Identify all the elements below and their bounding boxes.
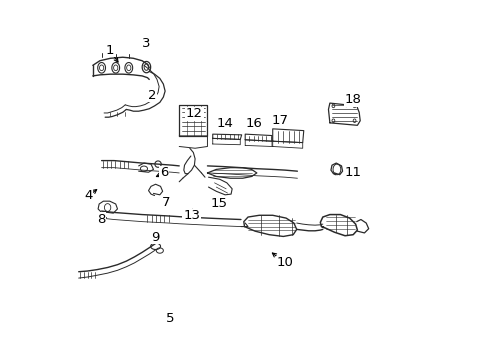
Text: 3: 3	[142, 37, 150, 50]
Text: 2: 2	[147, 89, 156, 102]
Text: 15: 15	[210, 198, 227, 211]
Text: 13: 13	[183, 210, 200, 222]
Text: 10: 10	[276, 256, 293, 269]
Text: 8: 8	[97, 213, 105, 226]
Text: 18: 18	[344, 93, 361, 106]
Text: 14: 14	[216, 117, 233, 130]
Text: 4: 4	[84, 189, 93, 202]
Text: 12: 12	[185, 107, 203, 120]
Text: 17: 17	[271, 114, 288, 127]
Text: 16: 16	[245, 117, 262, 130]
Text: 5: 5	[166, 312, 174, 325]
Text: 11: 11	[344, 166, 361, 179]
Text: 1: 1	[105, 44, 114, 57]
Text: 9: 9	[151, 231, 160, 244]
Text: 6: 6	[160, 166, 168, 179]
Text: 7: 7	[162, 197, 170, 210]
